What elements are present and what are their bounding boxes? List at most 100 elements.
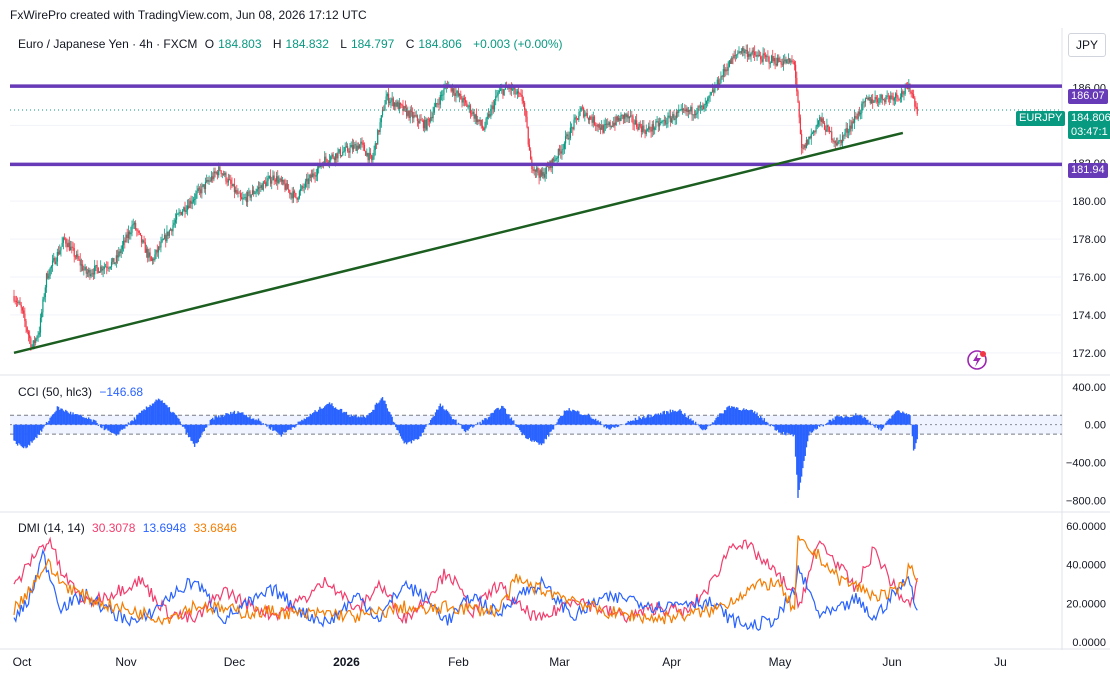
countdown-value: 03:47:1 [1071,125,1110,139]
cci-bar [102,425,103,426]
currency-button[interactable]: JPY [1068,33,1106,57]
cci-bar [472,425,473,428]
cci-bar [443,409,444,424]
candle-body [783,61,784,65]
candle-body [825,130,826,132]
candle-body [903,94,904,95]
candle-body [870,97,871,103]
cci-bar [642,417,643,424]
date-tick-label: Nov [115,655,136,669]
candle-body [17,302,18,303]
candle-body [764,53,765,55]
candle-body [354,144,355,145]
candle-body [36,338,37,339]
cci-bar [484,418,485,425]
candle-body [306,179,307,182]
cci-bar [193,425,194,444]
cci-bar [100,425,101,428]
cci-bar [870,422,871,425]
cci-bar [287,425,288,431]
cci-bar [878,425,879,430]
candle-body [743,48,744,53]
cci-bar [335,407,336,424]
cci-bar [500,409,501,425]
cci-bar [210,420,211,425]
candle-body [708,96,709,99]
cci-bar [422,425,423,433]
cci-bar [646,417,647,424]
cci-bar [66,411,67,425]
cci-bar [23,425,24,448]
candle-body [454,93,455,96]
date-tick-label: Oct [13,655,32,669]
cci-bar [794,425,795,435]
cci-bar [223,417,224,425]
cci-bar [204,425,205,431]
candle-body [669,116,670,117]
candle-body [649,126,650,130]
cci-bar [674,411,675,425]
candle-body [129,232,130,235]
cci-bar [258,419,259,425]
candle-body [707,98,708,101]
candle-body [106,267,107,268]
last-price-tag: 184.806 03:47:1 [1068,111,1110,139]
cci-bar [312,413,313,425]
cci-bar [603,425,604,428]
candle-body [286,183,287,190]
lightning-icon[interactable] [966,349,988,371]
candle-body [352,145,353,149]
candle-body [115,263,116,264]
cci-bar [366,415,367,425]
cci-bar [864,417,865,425]
dmi-title[interactable]: DMI (14, 14) [18,521,85,535]
candle-body [895,93,896,98]
cci-bar [666,411,667,425]
cci-bar [352,416,353,425]
cci-bar [523,425,524,434]
cci-bar [135,419,136,424]
cci-bar [909,415,910,425]
cci-bar [467,425,468,431]
candle-body [800,117,801,133]
candle-body [605,124,606,125]
high-label: H [273,37,282,51]
candle-body [832,140,833,141]
candle-body [504,89,505,95]
cci-bar [114,425,115,435]
candle-body [476,114,477,122]
symbol-title[interactable]: Euro / Japanese Yen · 4h · FXCM [18,37,197,51]
candle-body [25,321,26,327]
cci-bar [772,425,773,426]
candle-body [731,58,732,64]
candle-body [63,238,64,243]
cci-bar [216,416,217,425]
candle-body [347,146,348,151]
plus-di-value: 30.3078 [92,521,135,535]
cci-bar [371,412,372,425]
cci-bar [63,411,64,425]
cci-bar [612,425,613,427]
cci-bar [206,425,207,428]
cci-bar [758,416,759,425]
cci-bar [54,412,55,424]
candle-body [241,197,242,199]
candle-body [423,121,424,129]
cci-bar [265,424,266,425]
candle-body [782,64,783,65]
cci-bar [324,406,325,424]
candle-body [153,259,154,260]
candle-body [131,225,132,233]
candle-body [678,111,679,113]
cci-bar [661,414,662,424]
cci-bar [263,423,264,425]
cci-bar [259,421,260,425]
candle-body [629,116,630,118]
cci-title[interactable]: CCI (50, hlc3) [18,385,92,399]
candle-body [313,173,314,175]
cci-bar [833,420,834,425]
candle-body [100,267,101,272]
